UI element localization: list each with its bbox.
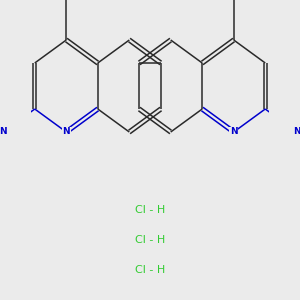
Text: Cl - H: Cl - H [135,265,165,275]
Text: N: N [230,128,238,136]
Text: N: N [62,128,70,136]
Text: Cl - H: Cl - H [135,205,165,215]
Text: N: N [293,128,300,136]
Text: Cl - H: Cl - H [135,235,165,245]
Text: N: N [0,128,7,136]
